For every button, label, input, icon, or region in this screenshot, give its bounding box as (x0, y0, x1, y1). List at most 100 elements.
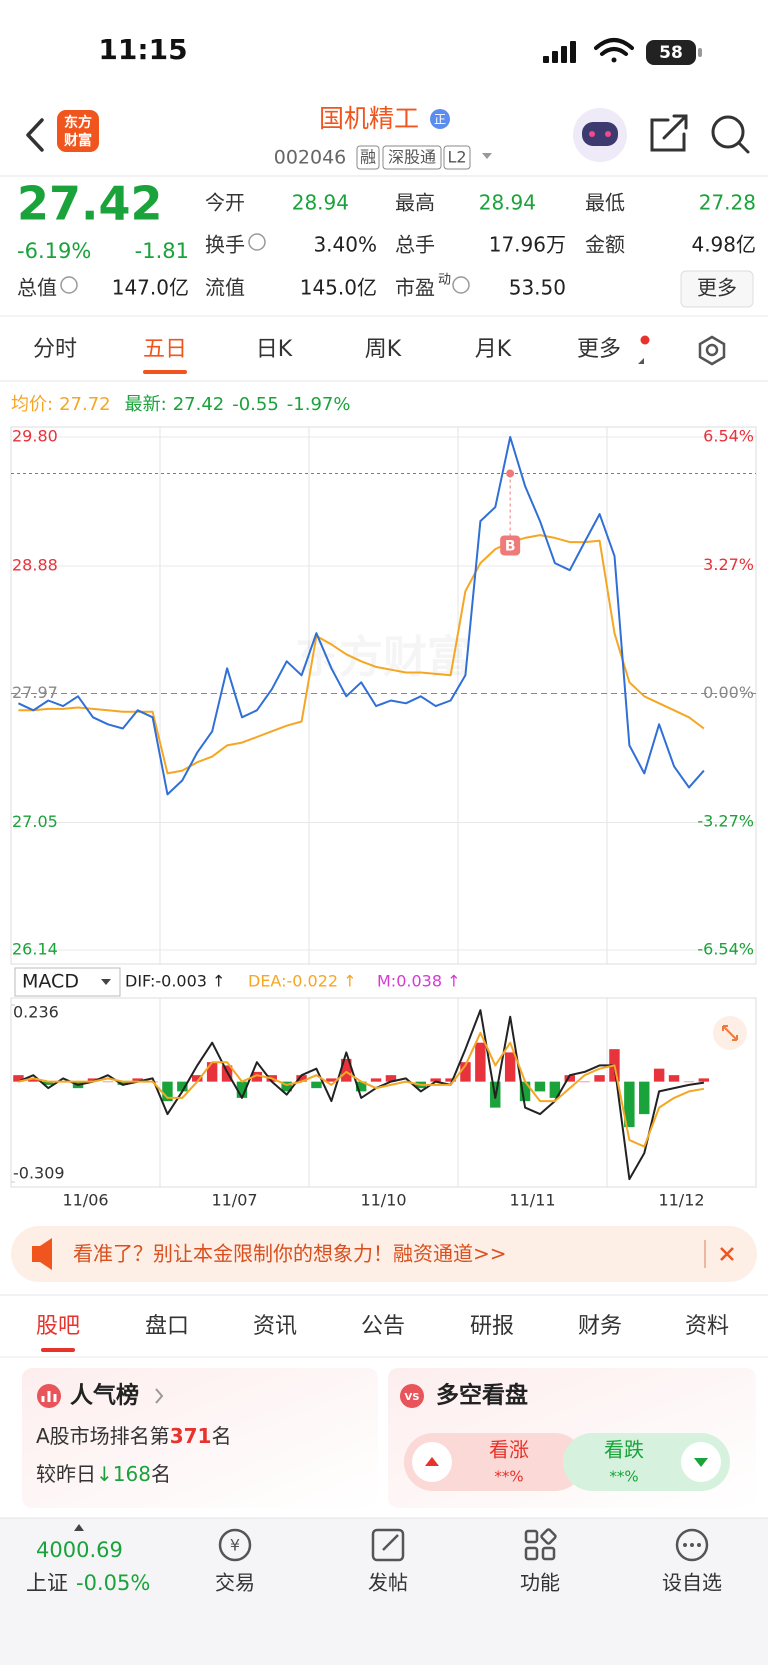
card-title: 人气榜 (70, 1382, 139, 1409)
app-logo (57, 110, 99, 152)
section-tab[interactable]: 资讯 (253, 1314, 297, 1339)
index-expand[interactable] (74, 1524, 84, 1531)
macd-bar (564, 1075, 575, 1082)
macd-bar (236, 1081, 248, 1098)
popularity-card[interactable] (22, 1368, 378, 1508)
macd-tick-label: 0.236 (13, 1003, 59, 1022)
signal-icon (543, 41, 576, 63)
more-caret (638, 358, 644, 364)
macd-bar (639, 1081, 650, 1115)
macd-bar (668, 1075, 680, 1082)
macd-bar (460, 1062, 471, 1082)
macd-bar (162, 1081, 173, 1102)
bull-button[interactable] (404, 1433, 584, 1491)
macd-legend: DIF:-0.003 ↑ (125, 972, 225, 991)
settings-button[interactable] (698, 335, 726, 366)
field-label: 流值 (205, 276, 245, 300)
logo-text: 东方 (64, 114, 92, 131)
more-button-label: 更多 (697, 276, 737, 300)
macd-bar (87, 1078, 99, 1082)
field-value: 147.0亿 (112, 276, 189, 300)
macd-bar (579, 1081, 590, 1083)
back-button[interactable] (26, 118, 44, 152)
period-tab[interactable]: 更多 (577, 337, 621, 362)
indicator-select[interactable] (14, 967, 121, 997)
y2-tick-label: 6.54% (703, 427, 754, 446)
share-button[interactable] (650, 114, 688, 152)
macd-bar (534, 1081, 546, 1092)
price-legend: 均价: 27.72 最新: 27.42 -0.55 -1.97% (11, 394, 350, 415)
macd-bar (624, 1081, 635, 1128)
stock-code: 002046 (274, 147, 347, 169)
macd-bar (296, 1075, 307, 1082)
more-button[interactable] (680, 270, 754, 308)
buy-point (506, 469, 515, 478)
status-time: 11:15 (98, 33, 187, 66)
macd-bar (683, 1081, 695, 1083)
macd-legend: DEA:-0.022 ↑ (248, 972, 357, 991)
macd-bar (370, 1078, 382, 1082)
section-tab[interactable]: 资料 (685, 1314, 729, 1339)
nav-item[interactable]: 交易 (215, 1571, 255, 1595)
section-tab[interactable]: 公告 (361, 1314, 405, 1339)
battery-level: 58 (659, 43, 683, 63)
index-info: 上证 -0.05% (26, 1571, 150, 1595)
macd-bar (385, 1075, 397, 1082)
period-tab[interactable]: 五日 (143, 337, 187, 362)
tag-box (382, 145, 442, 170)
robot-avatar[interactable] (573, 108, 627, 162)
macd-bar (102, 1081, 114, 1083)
card-title: 多空看盘 (436, 1382, 528, 1409)
expand-button[interactable] (713, 1016, 747, 1050)
macd-bar (28, 1078, 39, 1082)
macd-bar (549, 1081, 561, 1098)
info-icon (248, 233, 266, 251)
period-tab[interactable]: 周K (365, 337, 402, 362)
code-caret[interactable] (482, 153, 492, 159)
macd-bar (281, 1081, 292, 1092)
title-badge-bg (430, 109, 450, 129)
indicator-name: MACD (22, 971, 79, 993)
section-tab[interactable]: 研报 (470, 1314, 514, 1339)
section-tab[interactable]: 盘口 (145, 1314, 189, 1339)
rank-change-part: 较昨日 (36, 1462, 96, 1486)
dea-line (18, 1031, 705, 1148)
banner[interactable] (11, 1226, 757, 1282)
index-value: 4000.69 (36, 1538, 123, 1562)
trade-icon-text: ¥ (230, 1536, 240, 1555)
trade-icon (218, 1528, 252, 1562)
function-icon (524, 1528, 557, 1561)
logo-text: 财富 (63, 132, 92, 149)
info-icon (452, 276, 470, 294)
x-tick-label: 11/06 (62, 1191, 108, 1210)
nav-item[interactable]: 功能 (520, 1571, 560, 1595)
buy-label: B (505, 538, 516, 554)
x-tick-label: 11/12 (658, 1191, 704, 1210)
title-badge: 正 (434, 113, 446, 127)
rank-change-part: 名 (151, 1462, 171, 1486)
period-tab[interactable]: 日K (256, 337, 293, 362)
period-tab[interactable]: 月K (475, 337, 512, 362)
bear-pct: **% (609, 1468, 638, 1486)
section-tab[interactable]: 财务 (578, 1314, 622, 1339)
field-value: 28.94 (292, 191, 349, 215)
battery (646, 40, 696, 65)
nav-item[interactable]: 设自选 (662, 1571, 722, 1595)
banner-close[interactable] (720, 1247, 734, 1261)
stock-name: 国机精工 (319, 104, 419, 133)
period-tab[interactable]: 分时 (33, 337, 77, 362)
field-value: 145.0亿 (300, 276, 377, 300)
macd-bar (117, 1081, 128, 1085)
search-button[interactable] (711, 115, 750, 154)
field-label: 最高 (395, 191, 435, 215)
dif-line (18, 1009, 705, 1181)
battery-cap (698, 48, 702, 57)
chevron (155, 1388, 164, 1404)
y2-tick-label: -6.54% (697, 940, 754, 959)
change: -1.81 (135, 239, 189, 263)
bear-arrow (694, 1458, 708, 1467)
section-tab[interactable]: 股吧 (36, 1314, 80, 1339)
nav-item[interactable]: 发帖 (368, 1571, 408, 1595)
x-tick-label: 11/07 (211, 1191, 257, 1210)
